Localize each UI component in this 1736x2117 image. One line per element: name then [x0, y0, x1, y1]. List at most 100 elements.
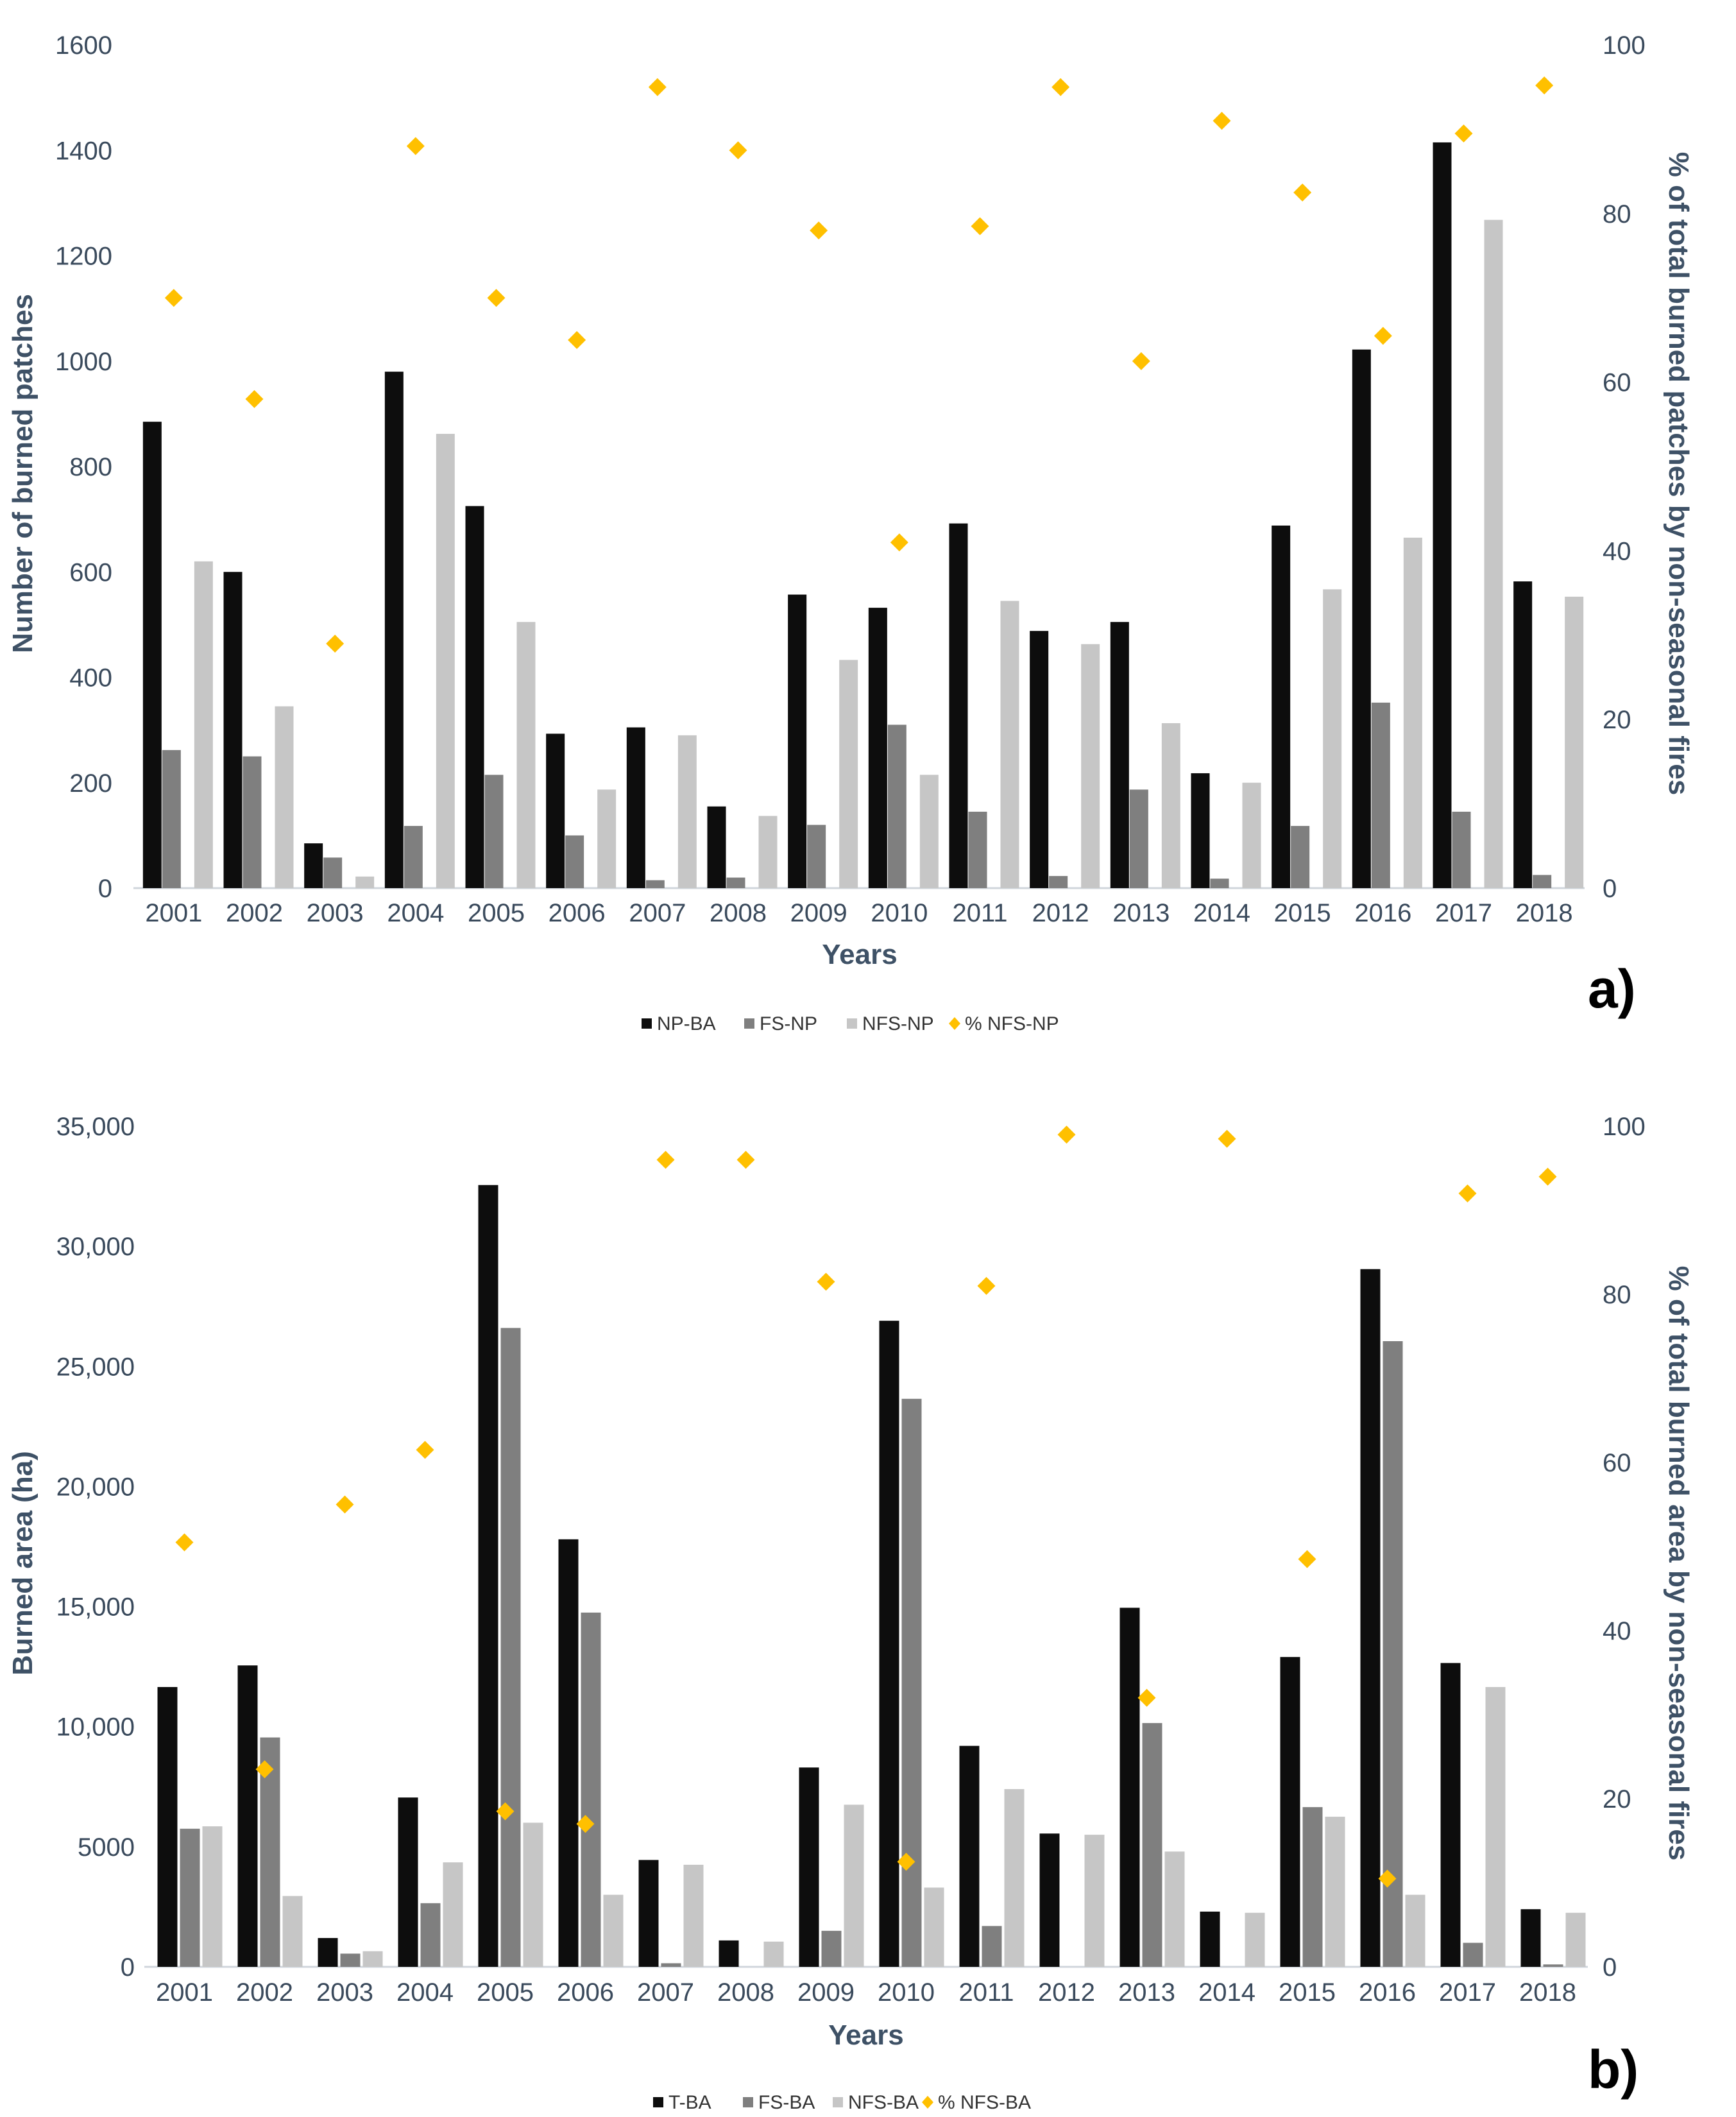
chart-a-bar-nfs-np-2012 [1081, 644, 1100, 888]
chart-b-percent-point-2010 [897, 1853, 915, 1871]
chart-b-x-tick-label: 2010 [878, 1978, 935, 2007]
chart-b-y2-tick-label: 40 [1603, 1617, 1631, 1645]
chart-b-bar-nfs-ba-2009 [844, 1804, 864, 1967]
chart-b-bar-t-ba-2011 [959, 1745, 980, 1967]
chart-a-x-tick-label: 2009 [790, 899, 847, 927]
chart-b-bar-nfs-ba-2005 [523, 1822, 543, 1967]
chart-a-bar-np-ba-2004 [384, 372, 404, 888]
chart-a-percent-point-2014 [1213, 112, 1231, 130]
chart-b-x-tick-label: 2003 [316, 1978, 373, 2007]
chart-a-percent-point-2017 [1454, 124, 1473, 142]
chart-a-bar-fs-np-2008 [726, 877, 745, 888]
chart-b-bar-t-ba-2015 [1280, 1657, 1300, 1967]
chart-a-percent-point-2008 [729, 141, 747, 160]
chart-b-bars [157, 1185, 1586, 1967]
chart-a-percent-point-2006 [568, 330, 586, 349]
chart-b-percent-point-2006 [576, 1815, 595, 1833]
chart-a-x-tick-label: 2002 [226, 899, 283, 927]
chart-a-legend: NP-BA FS-NP NFS-NP % NFS-NP [642, 1013, 1059, 1034]
chart-a-bar-np-ba-2016 [1352, 349, 1371, 888]
chart-b-y-tick-label: 25,000 [56, 1353, 135, 1381]
chart-b-legend-swatch [743, 2097, 753, 2107]
chart-a-percent-point-2005 [487, 289, 506, 307]
chart-b-x-tick-label: 2015 [1279, 1978, 1336, 2007]
chart-b-bar-t-ba-2017 [1440, 1663, 1461, 1967]
chart-b-bar-t-ba-2004 [398, 1797, 418, 1967]
chart-a-x-tick-label: 2013 [1112, 899, 1170, 927]
chart-b-bar-nfs-ba-2014 [1245, 1912, 1265, 1967]
chart-a-bar-fs-np-2017 [1452, 811, 1471, 888]
chart-b-y2-tick-label: 0 [1603, 1953, 1617, 1982]
chart-b-x-tick-label: 2008 [717, 1978, 774, 2007]
chart-a-legend-swatch [949, 1017, 960, 1030]
chart-b-bar-fs-ba-2011 [982, 1926, 1002, 1967]
chart-a-x-tick-label: 2004 [387, 899, 444, 927]
chart-a-x-tick-label: 2005 [468, 899, 525, 927]
chart-b-percent-points [175, 1126, 1557, 1888]
chart-b-percent-point-2009 [817, 1273, 835, 1291]
chart-a-bar-nfs-np-2011 [1000, 601, 1019, 888]
chart-a-bar-nfs-np-2003 [355, 876, 375, 888]
chart-a-x-tick-label: 2018 [1516, 899, 1573, 927]
chart-b-bar-nfs-ba-2011 [1004, 1789, 1025, 1967]
chart-a-x-tick-label: 2012 [1032, 899, 1089, 927]
chart-a-panel-label: a) [1588, 959, 1636, 1019]
chart-b-percent-point-2011 [977, 1276, 996, 1295]
chart-a-y-tick-label: 800 [69, 453, 112, 481]
chart-b-bar-nfs-ba-2010 [924, 1887, 944, 1967]
chart-a-bar-np-ba-2014 [1191, 773, 1210, 888]
chart-a-percent-point-2010 [890, 533, 908, 552]
chart-a-legend-swatch [744, 1018, 754, 1029]
chart-a-bars [142, 142, 1584, 888]
chart-a-bar-np-ba-2011 [949, 523, 968, 888]
chart-b-bar-nfs-ba-2018 [1565, 1912, 1586, 1967]
chart-a-bar-np-ba-2013 [1110, 622, 1129, 888]
chart-a-bar-fs-np-2016 [1371, 702, 1390, 888]
chart-a-percent-point-2016 [1374, 327, 1392, 345]
chart-b-bar-t-ba-2012 [1039, 1833, 1060, 1967]
chart-b-legend-label: FS-BA [758, 2092, 815, 2113]
chart-a-y2-tick-label: 40 [1603, 537, 1631, 565]
chart-a-x-axis: 2001 2002 2003 2004 2005 2006 2007 2008 2009 2010… [145, 899, 1572, 927]
chart-b-legend-label: NFS-BA [848, 2092, 919, 2113]
chart-a-bar-nfs-np-2005 [516, 622, 536, 888]
chart-a-bar-np-ba-2009 [788, 594, 807, 888]
chart-a-percent-point-2011 [971, 217, 989, 236]
chart-a-y2-axis: 0 20 40 60 80 100 [1603, 31, 1646, 903]
chart-b-panel-label: b) [1588, 2039, 1638, 2100]
chart-a-bar-np-ba-2010 [868, 608, 887, 888]
chart-b-x-tick-label: 2014 [1198, 1978, 1255, 2007]
chart-a-percent-point-2002 [245, 390, 264, 408]
chart-b-y-tick-label: 5000 [78, 1833, 135, 1862]
chart-b-x-tick-label: 2007 [637, 1978, 694, 2007]
chart-b-x-tick-label: 2001 [156, 1978, 213, 2007]
chart-a-bar-np-ba-2012 [1030, 631, 1049, 888]
chart-b-y-tick-label: 0 [121, 1953, 135, 1982]
chart-b-bar-nfs-ba-2016 [1405, 1894, 1425, 1967]
chart-a-bar-nfs-np-2016 [1403, 537, 1422, 888]
chart-b-bar-fs-ba-2018 [1543, 1964, 1563, 1967]
chart-a-bar-fs-np-2012 [1049, 876, 1068, 888]
chart-b-x-tick-label: 2002 [236, 1978, 293, 2007]
chart-a-y-tick-label: 1400 [55, 137, 112, 165]
chart-a-bar-nfs-np-2013 [1161, 723, 1180, 888]
chart-a-bar-nfs-np-2010 [919, 775, 939, 888]
chart-b-bar-fs-ba-2007 [661, 1963, 681, 1967]
chart-b-x-tick-label: 2012 [1038, 1978, 1095, 2007]
chart-a-bar-np-ba-2005 [465, 506, 484, 888]
chart-a-y2-label: % of total burned patches by non-seasona… [1663, 152, 1694, 795]
chart-a-percent-point-2001 [164, 289, 183, 307]
chart-a-x-tick-label: 2003 [307, 899, 364, 927]
chart-b-percent-point-2005 [496, 1802, 515, 1821]
chart-b-bar-fs-ba-2013 [1142, 1723, 1162, 1967]
chart-b-y-tick-label: 30,000 [56, 1233, 135, 1261]
chart-b-bar-fs-ba-2010 [901, 1398, 922, 1967]
chart-a-bar-nfs-np-2008 [758, 816, 778, 888]
chart-b-bar-t-ba-2016 [1360, 1269, 1381, 1967]
chart-b-bar-t-ba-2001 [157, 1686, 178, 1967]
chart-b-bar-t-ba-2005 [478, 1185, 498, 1967]
chart-b-bar-fs-ba-2004 [420, 1903, 441, 1967]
chart-b-x-tick-label: 2013 [1118, 1978, 1175, 2007]
chart-a-bar-fs-np-2005 [484, 775, 504, 888]
chart-a-legend-label: FS-NP [760, 1013, 817, 1034]
